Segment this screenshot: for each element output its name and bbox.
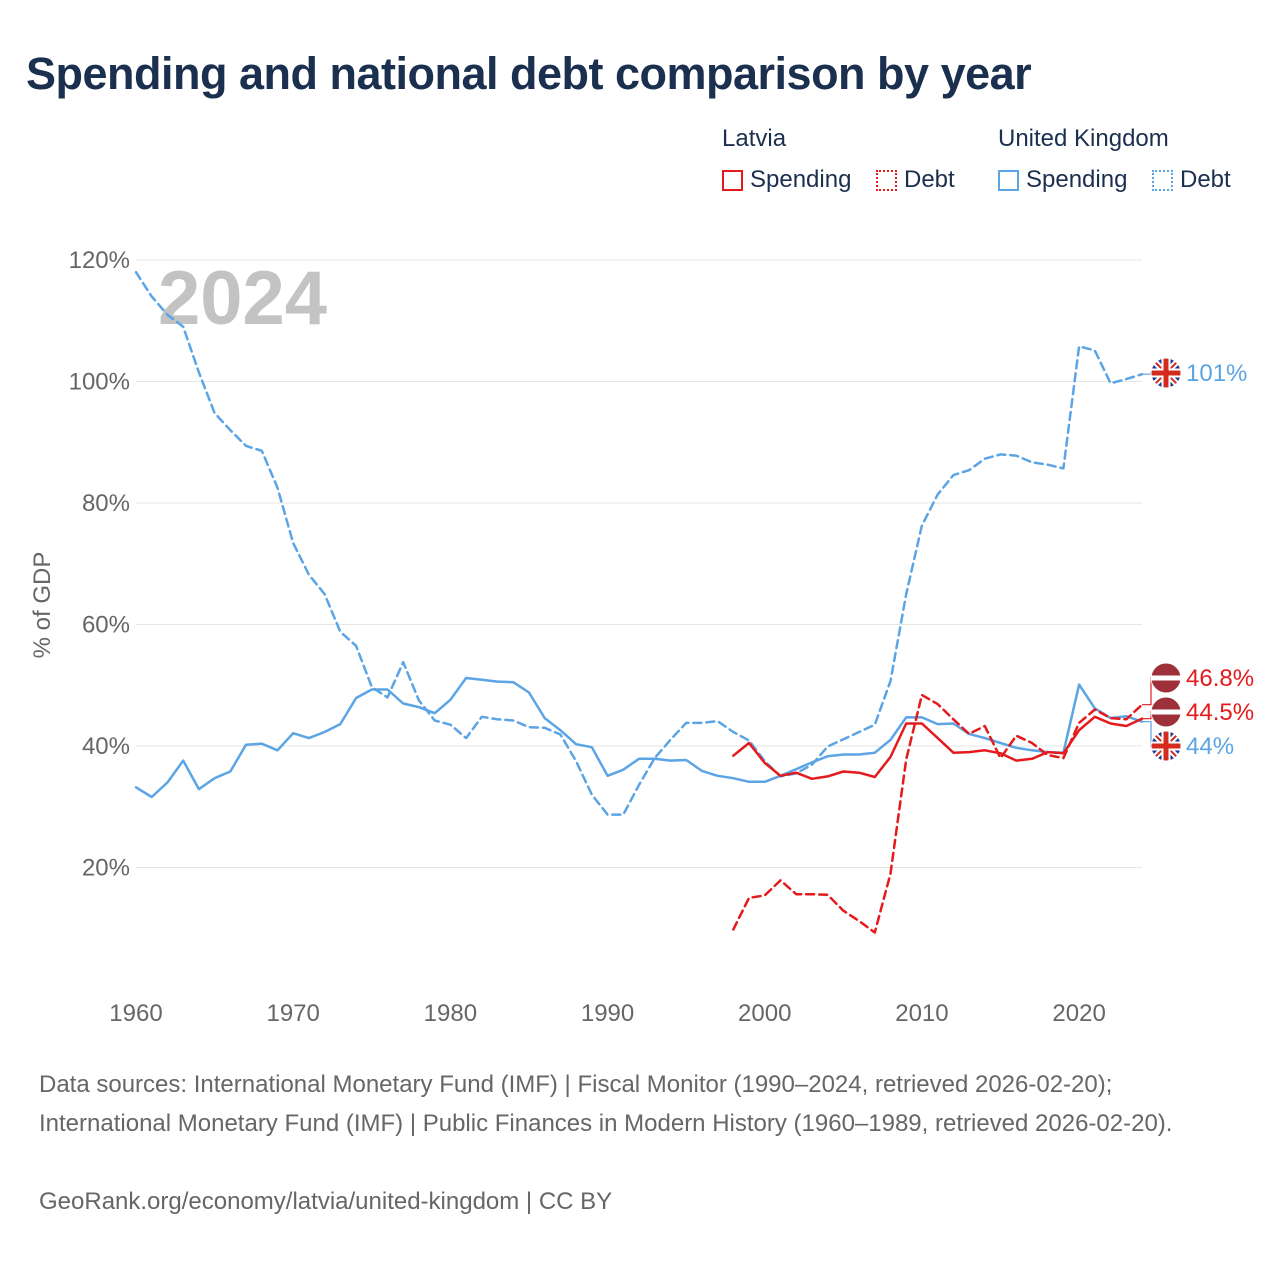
legend-swatch-solid (722, 169, 743, 191)
x-tick-label: 2000 (738, 1000, 791, 1027)
legend-label: Debt (904, 166, 955, 193)
latvia-flag-icon (1150, 696, 1182, 728)
x-tick-label: 1980 (424, 1000, 477, 1027)
series-line-united-kingdom-debt[interactable] (134, 270, 1144, 816)
legend-swatch-solid (998, 169, 1019, 191)
y-tick-label: 60% (82, 612, 130, 639)
axes: 20% 40% 60% 80% 100% 120% 1960 1970 1980 1990 2000… (69, 247, 1106, 1027)
x-tick-label: 1970 (266, 1000, 319, 1027)
y-tick-label: 40% (82, 733, 130, 760)
end-labels: 101% 46.8% 44.5% 44% (1142, 357, 1254, 762)
uk-flag-icon (1150, 357, 1182, 389)
legend-label: Spending (1026, 166, 1128, 193)
y-tick-label: 80% (82, 490, 130, 517)
series-line-united-kingdom-spending[interactable] (134, 676, 1144, 799)
credit-link[interactable]: GeoRank.org/economy/latvia/united-kingdo… (39, 1188, 613, 1215)
year-label: 2024 (158, 256, 327, 341)
line-chart: 20% 40% 60% 80% 100% 120% 1960 1970 1980 1990 2000… (29, 247, 1254, 1027)
legend-group-uk: United Kingdom (998, 125, 1169, 152)
legend-latvia-spending[interactable]: Spending (722, 166, 851, 194)
legend-uk-debt[interactable]: Debt (1152, 166, 1231, 194)
y-tick-label: 120% (69, 247, 130, 274)
y-axis-title: % of GDP (29, 552, 56, 659)
series-line-latvia-spending[interactable] (732, 715, 1144, 781)
end-value-label: 46.8% (1186, 665, 1254, 692)
legend-swatch-dotted (876, 169, 897, 191)
end-value-label: 101% (1186, 360, 1247, 387)
x-tick-label: 2010 (895, 1000, 948, 1027)
y-tick-label: 100% (69, 369, 130, 396)
end-label-connector (1142, 677, 1152, 706)
x-tick-label: 1990 (581, 1000, 634, 1027)
legend-latvia-debt[interactable]: Debt (876, 166, 955, 194)
legend-swatch-dotted (1152, 169, 1173, 191)
y-tick-label: 20% (82, 855, 130, 882)
latvia-flag-icon (1150, 662, 1182, 694)
end-label-connector (1142, 711, 1152, 720)
x-tick-label: 2020 (1052, 1000, 1105, 1027)
uk-flag-icon (1150, 730, 1182, 762)
chart-title: Spending and national debt comparison by… (26, 48, 1032, 99)
data-sources: Data sources: International Monetary Fun… (39, 1071, 1173, 1137)
series-line-latvia-debt[interactable] (732, 693, 1144, 934)
end-value-label: 44.5% (1186, 699, 1254, 726)
legend-label: Debt (1180, 166, 1231, 193)
series (134, 270, 1144, 934)
legend-uk-spending[interactable]: Spending (998, 166, 1127, 194)
end-value-label: 44% (1186, 733, 1234, 760)
grid (136, 259, 1142, 868)
end-label-connector (1142, 721, 1152, 747)
legend-group-latvia: Latvia (722, 125, 787, 152)
legend-label: Spending (750, 166, 852, 193)
x-tick-label: 1960 (109, 1000, 162, 1027)
end-label-connector (1142, 372, 1152, 375)
